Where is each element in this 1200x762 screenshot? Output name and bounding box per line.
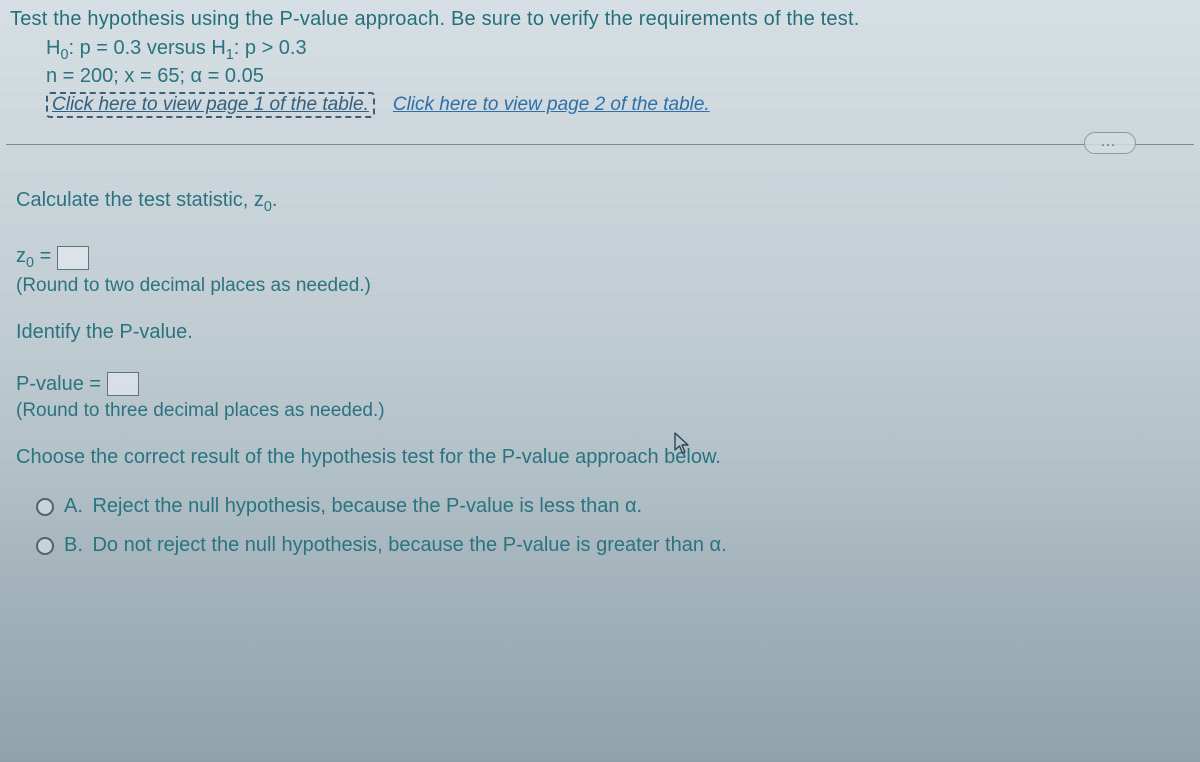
section-p-value: Identify the P-value. P-value = (Round t… bbox=[16, 321, 1194, 422]
more-options-pill[interactable]: … bbox=[1084, 132, 1136, 154]
prompt-p-value: Identify the P-value. bbox=[16, 321, 1194, 344]
radio-choice-a[interactable] bbox=[36, 498, 54, 516]
link-table-page-2[interactable]: Click here to view page 2 of the table. bbox=[393, 94, 710, 116]
hint-z0: (Round to two decimal places as needed.) bbox=[16, 275, 1194, 297]
input-z0[interactable] bbox=[57, 246, 89, 270]
radio-choice-b[interactable] bbox=[36, 537, 54, 555]
hint-pvalue: (Round to three decimal places as needed… bbox=[16, 400, 1194, 422]
choice-a-row: A. Reject the null hypothesis, because t… bbox=[36, 495, 1194, 518]
section-conclusion: Choose the correct result of the hypothe… bbox=[16, 446, 1194, 557]
prompt-conclusion: Choose the correct result of the hypothe… bbox=[16, 446, 1194, 469]
choice-a-letter: A. bbox=[64, 495, 83, 517]
prompt-test-statistic: Calculate the test statistic, z0. bbox=[16, 189, 1194, 215]
section-test-statistic: Calculate the test statistic, z0. z0 = (… bbox=[16, 189, 1194, 297]
choice-b-row: B. Do not reject the null hypothesis, be… bbox=[36, 534, 1194, 557]
link-table-page-1[interactable]: Click here to view page 1 of the table. bbox=[46, 92, 375, 118]
choice-a-text: Reject the null hypothesis, because the … bbox=[92, 495, 642, 517]
choice-b-text: Do not reject the null hypothesis, becau… bbox=[92, 534, 726, 556]
question-intro: Test the hypothesis using the P-value ap… bbox=[10, 8, 1194, 31]
parameters-line: n = 200; x = 65; α = 0.05 bbox=[46, 65, 1194, 88]
eq-pvalue: P-value = bbox=[16, 372, 1194, 396]
eq-z0: z0 = bbox=[16, 245, 1194, 271]
input-pvalue[interactable] bbox=[107, 372, 139, 396]
table-links-row: Click here to view page 1 of the table. … bbox=[46, 92, 1194, 118]
hypothesis-line: H0: p = 0.3 versus H1: p > 0.3 bbox=[46, 37, 1194, 63]
section-divider bbox=[6, 144, 1194, 145]
choice-b-letter: B. bbox=[64, 534, 83, 556]
